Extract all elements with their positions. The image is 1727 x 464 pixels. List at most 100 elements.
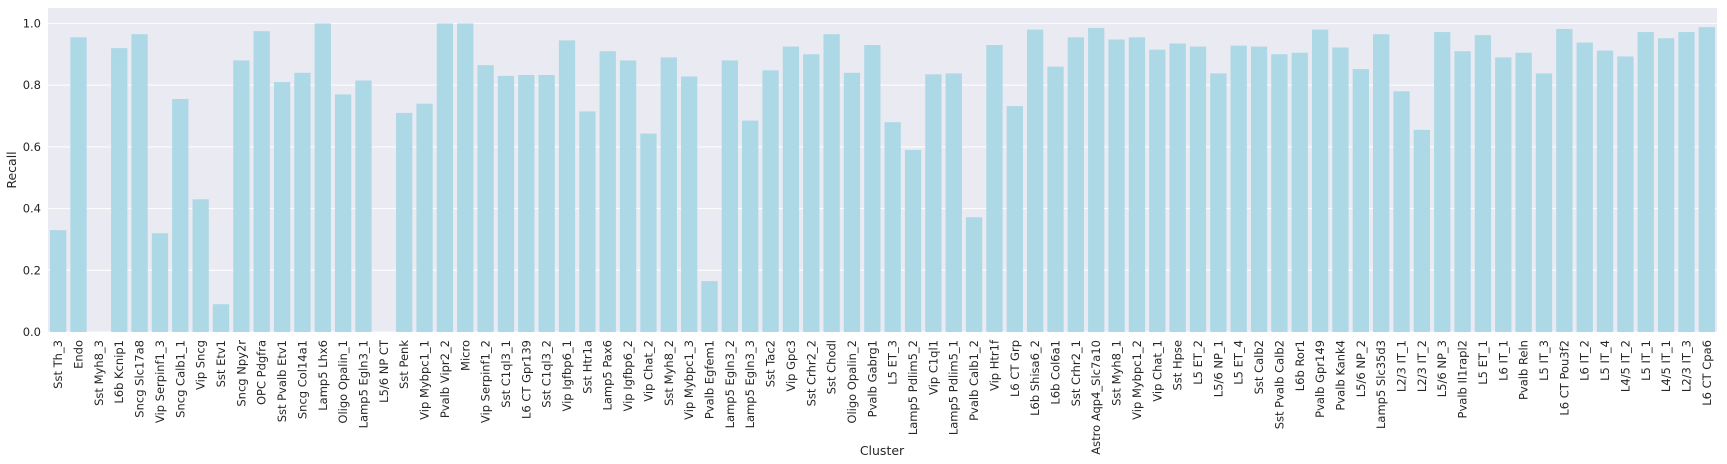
x-tick-label: Sst Myh8_2 bbox=[662, 340, 676, 406]
x-tick-label: Sst Etv1 bbox=[214, 340, 228, 387]
bar bbox=[1088, 28, 1105, 333]
x-tick-label: Lamp5 Pax6 bbox=[601, 340, 615, 411]
bar bbox=[1230, 45, 1247, 332]
x-tick-label: L4/5 IT_1 bbox=[1659, 340, 1673, 392]
x-tick-label: L6 IT_2 bbox=[1578, 340, 1592, 381]
bar bbox=[884, 122, 901, 333]
bar bbox=[538, 74, 555, 333]
bar bbox=[1698, 27, 1715, 332]
x-tick-label: Sst C1ql3_2 bbox=[540, 340, 554, 408]
bar bbox=[680, 76, 698, 332]
bar bbox=[1637, 32, 1654, 332]
bar bbox=[864, 45, 881, 333]
bar bbox=[640, 133, 657, 332]
bars-group bbox=[50, 23, 1715, 333]
x-tick-label: Vip Mybpc1_1 bbox=[418, 340, 432, 420]
bar bbox=[1027, 29, 1044, 332]
x-tick-label: L6 CT Cpa6 bbox=[1700, 340, 1714, 406]
bar bbox=[1149, 49, 1166, 333]
x-tick-label: Sst Chodl bbox=[825, 340, 839, 394]
y-tick-label: 0.0 bbox=[23, 325, 41, 339]
x-tick-label: Pvalb Reln bbox=[1517, 340, 1531, 400]
bar bbox=[1291, 52, 1308, 332]
bar bbox=[1169, 43, 1186, 332]
bar bbox=[131, 34, 148, 332]
x-tick-label: Vip Chat_2 bbox=[641, 340, 655, 402]
x-tick-label: Sst C1ql3_1 bbox=[499, 340, 513, 408]
y-tick-label: 0.6 bbox=[23, 140, 41, 154]
x-tick-label: L5 IT_1 bbox=[1639, 340, 1653, 381]
x-tick-label: Sncg Calb1_1 bbox=[173, 340, 187, 418]
x-tick-label: Lamp5 Lhx6 bbox=[316, 340, 330, 411]
x-tick-label: Vip Gpc3 bbox=[784, 340, 798, 392]
x-tick-label: L5 ET_2 bbox=[1191, 340, 1205, 385]
y-tick-label: 0.2 bbox=[23, 263, 41, 277]
x-tick-label: L5 ET_4 bbox=[1232, 340, 1246, 385]
x-tick-label: Sst Calb2 bbox=[1252, 340, 1266, 394]
bar bbox=[273, 82, 291, 332]
bar bbox=[477, 65, 494, 332]
bar bbox=[1332, 47, 1349, 333]
x-tick-label: L6b Kcnip1 bbox=[112, 340, 126, 404]
x-tick-label: Sst Crhr2_2 bbox=[804, 340, 818, 406]
x-tick-label: L5/6 NP_2 bbox=[1354, 340, 1368, 397]
bar bbox=[396, 112, 413, 333]
bar bbox=[1596, 50, 1614, 332]
bar bbox=[823, 34, 840, 332]
x-tick-label: Sst Crhr2_1 bbox=[1069, 340, 1083, 406]
x-tick-label: Sst Myh8_1 bbox=[1110, 340, 1124, 406]
bar bbox=[1657, 38, 1675, 333]
x-tick-label: L5 IT_4 bbox=[1598, 340, 1612, 381]
bar bbox=[355, 80, 372, 332]
x-tick-label: Pvalb Egfem1 bbox=[702, 340, 716, 419]
bar bbox=[294, 72, 311, 333]
bar bbox=[111, 48, 128, 332]
x-tick-label: Micro bbox=[458, 340, 472, 371]
bar bbox=[1454, 51, 1471, 332]
x-tick-label: L6 CT Grp bbox=[1008, 340, 1022, 397]
x-tick-label: Sst Th_3 bbox=[51, 340, 65, 389]
bar bbox=[253, 31, 270, 333]
x-tick-label: L2/3 IT_2 bbox=[1415, 340, 1429, 392]
x-tick-label: Pvalb Vipr2_2 bbox=[438, 340, 452, 418]
x-tick-label: Lamp5 Egln3_3 bbox=[743, 340, 757, 428]
x-tick-label: Sncg Npy2r bbox=[234, 340, 248, 407]
x-tick-label: L2/3 IT_1 bbox=[1395, 340, 1409, 392]
bar bbox=[233, 60, 250, 332]
x-tick-label: Sst Tac2 bbox=[764, 340, 778, 387]
bar bbox=[701, 281, 718, 332]
bar bbox=[1535, 73, 1553, 332]
x-tick-label: Sncg Slc17a8 bbox=[133, 340, 147, 418]
x-tick-label: Lamp5 Egln3_1 bbox=[356, 340, 370, 428]
bar bbox=[1373, 34, 1390, 332]
y-tick-label: 0.4 bbox=[23, 202, 41, 216]
x-tick-label: Sst Myh8_3 bbox=[92, 340, 106, 406]
bar bbox=[762, 70, 779, 333]
bar bbox=[1250, 46, 1268, 332]
bar bbox=[1393, 91, 1410, 332]
bar bbox=[742, 120, 759, 332]
bar bbox=[925, 74, 942, 332]
bar bbox=[619, 60, 637, 332]
bar bbox=[558, 40, 576, 333]
x-tick-label: Pvalb Il1rapl2 bbox=[1456, 340, 1470, 418]
bar bbox=[518, 74, 535, 333]
x-tick-label: OPC Pdgfra bbox=[255, 340, 269, 405]
bar bbox=[1474, 35, 1492, 332]
y-tick-labels: 0.0 0.2 0.4 0.6 0.8 1.0 bbox=[23, 16, 41, 339]
x-tick-label: Vip Serpinf1_2 bbox=[479, 340, 493, 423]
bar bbox=[436, 23, 454, 333]
bar bbox=[334, 94, 352, 333]
bar bbox=[843, 72, 861, 333]
bar bbox=[782, 46, 800, 332]
bar bbox=[1189, 46, 1207, 332]
x-tick-label: L6 CT Pou3f2 bbox=[1557, 340, 1571, 416]
x-tick-label: Vip Igfbp6_2 bbox=[621, 340, 635, 412]
bar bbox=[70, 37, 87, 333]
x-tick-label: L5/6 NP_1 bbox=[1211, 340, 1225, 397]
bar bbox=[1678, 32, 1695, 332]
x-tick-label: Oligo Opalin_1 bbox=[336, 340, 350, 424]
x-tick-label: Vip Sncg bbox=[194, 340, 208, 390]
bar bbox=[212, 304, 230, 332]
